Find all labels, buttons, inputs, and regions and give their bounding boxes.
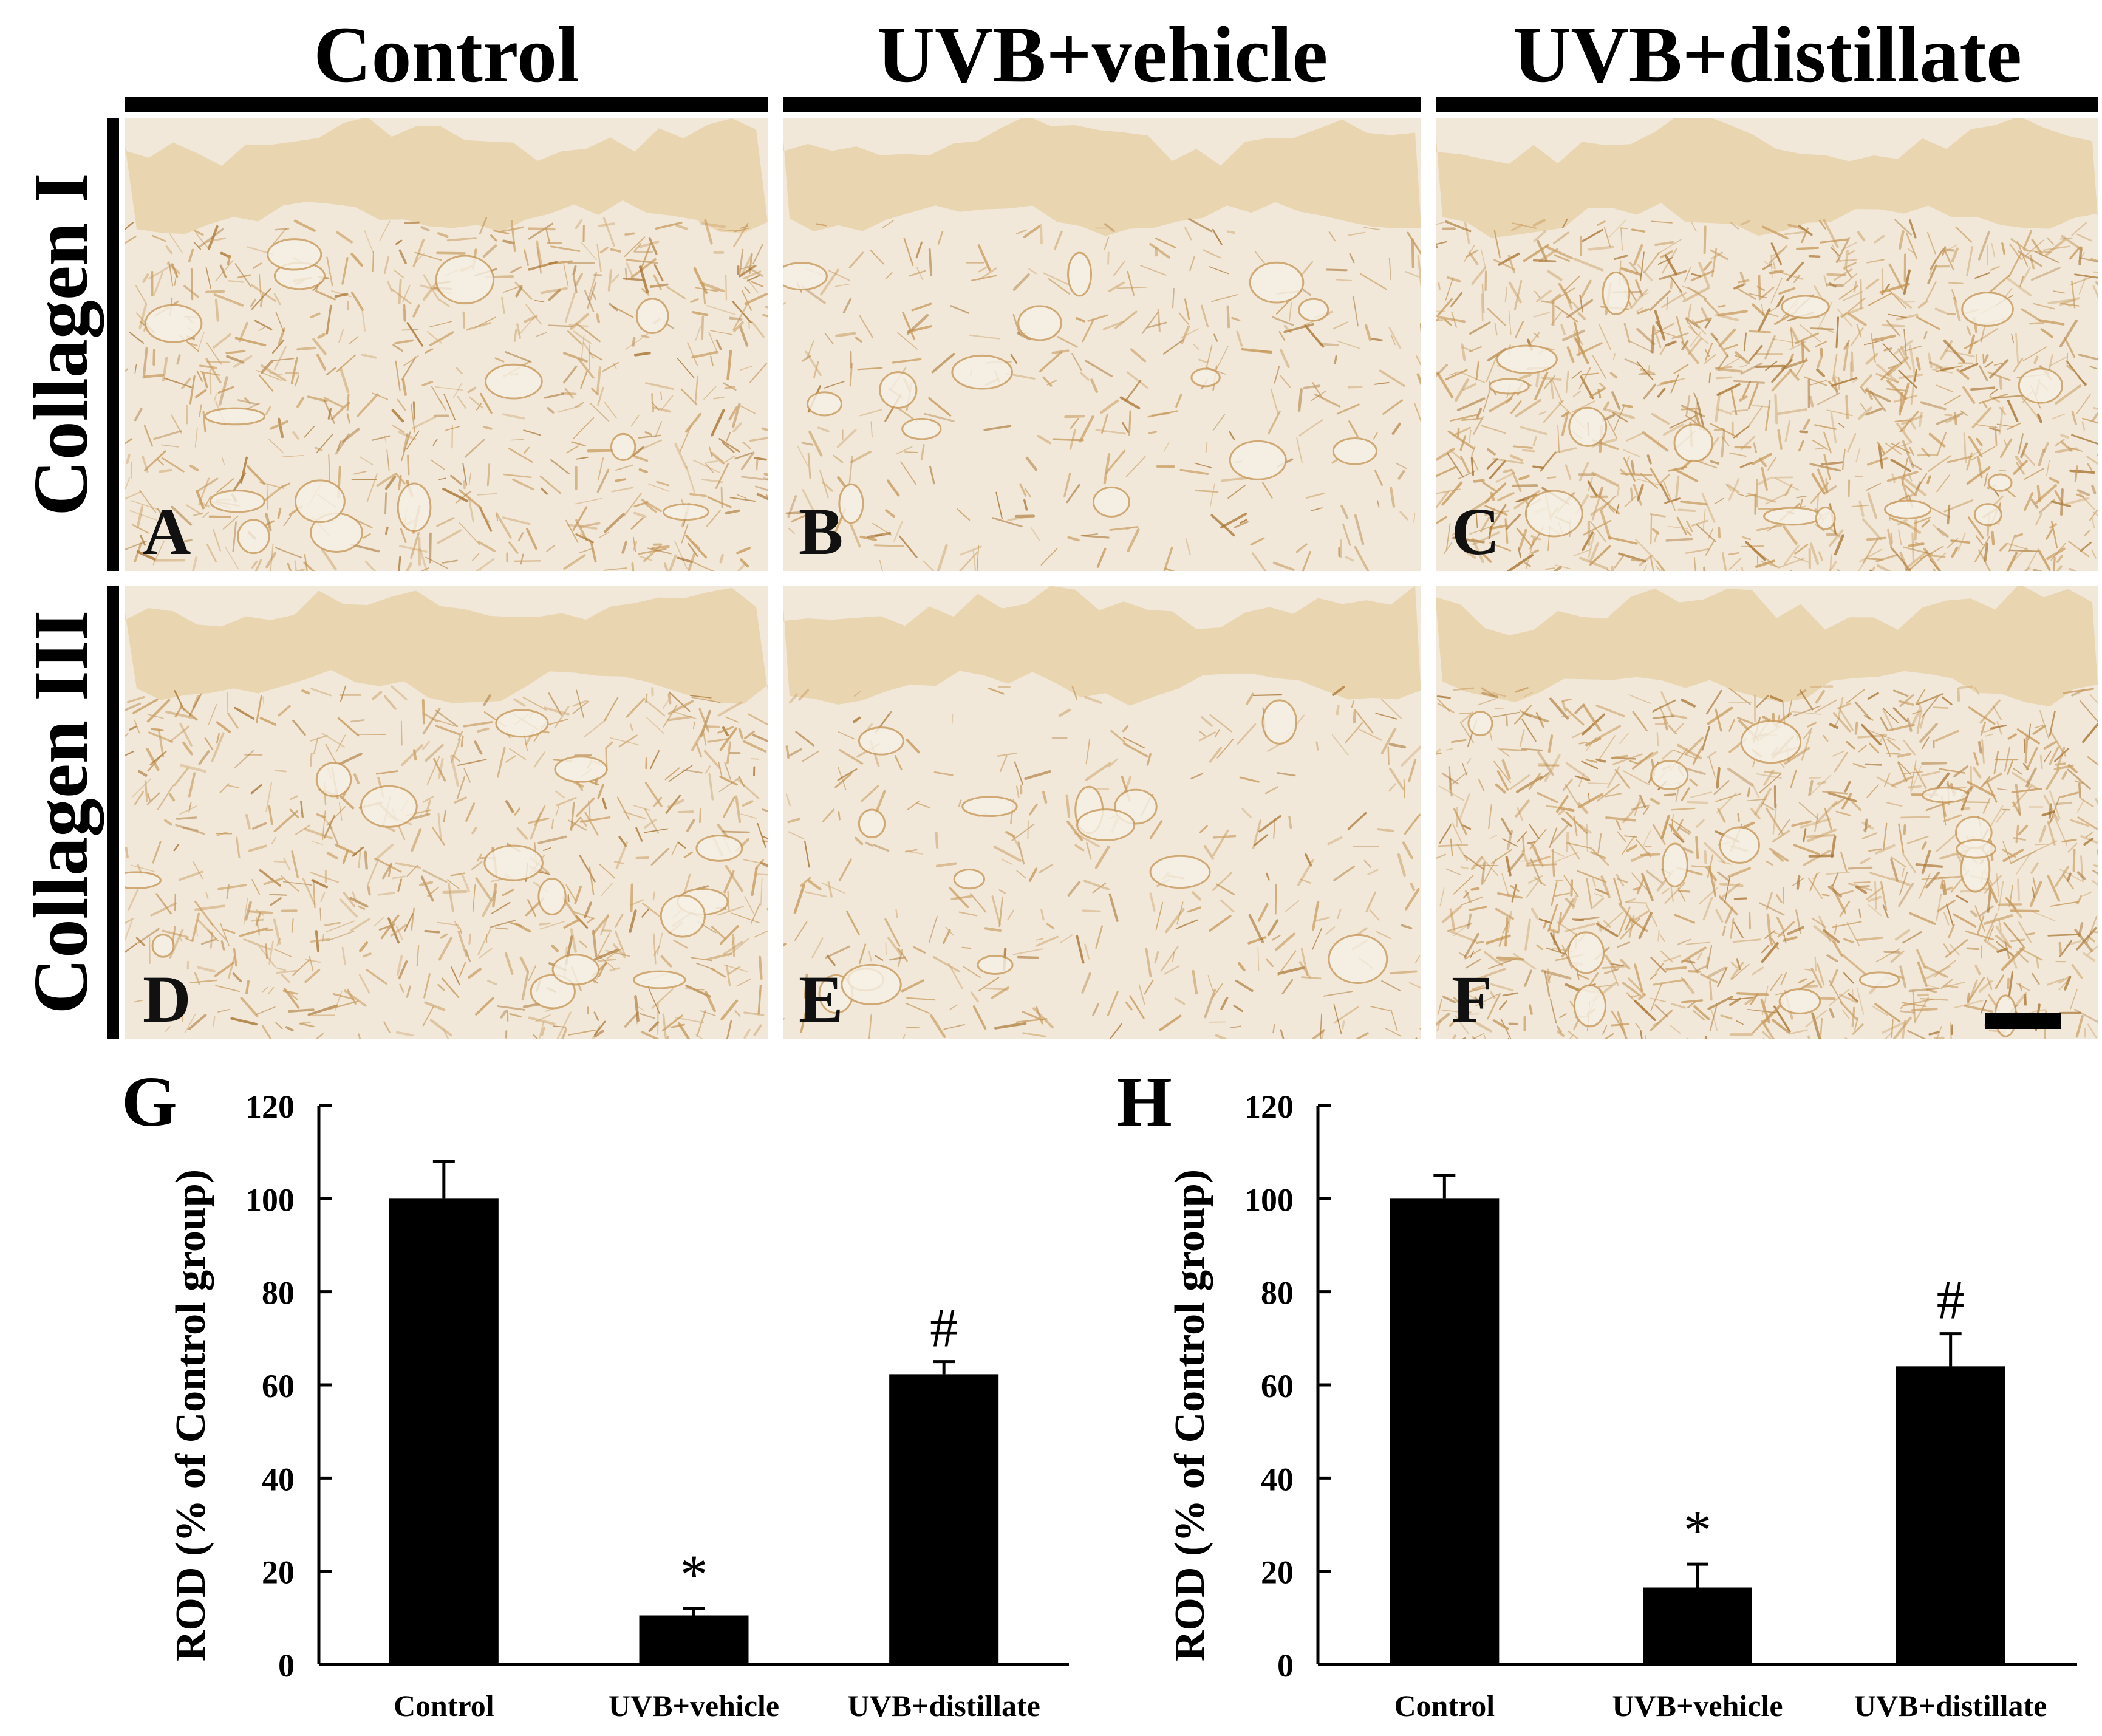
column-divider-control: [125, 97, 768, 112]
panel-letter-a: A: [143, 494, 191, 569]
x-tick-label: Control: [1394, 1689, 1495, 1723]
bar: [1390, 1198, 1500, 1664]
bar: [889, 1374, 999, 1664]
column-title-control: Control: [313, 10, 579, 99]
bar: [1896, 1366, 2005, 1664]
y-tick-label: 100: [245, 1181, 295, 1218]
y-tick-label: 20: [262, 1554, 295, 1591]
histology-panel-d: [125, 586, 768, 1039]
panel-letter-d: D: [143, 962, 191, 1036]
panel-letter-b: B: [799, 494, 844, 569]
histology-panel-f: [1436, 586, 2098, 1039]
y-tick-label: 120: [245, 1088, 295, 1125]
x-tick-label: UVB+distillate: [847, 1689, 1040, 1723]
y-tick-label: 100: [1244, 1181, 1294, 1218]
y-tick-label: 40: [262, 1461, 295, 1497]
y-tick-label: 0: [1277, 1647, 1294, 1684]
bar: [1643, 1587, 1752, 1664]
tissue-texture: [783, 586, 1421, 1039]
x-tick-label: UVB+distillate: [1854, 1689, 2047, 1723]
y-tick-label: 60: [262, 1368, 295, 1404]
panel-letter-e: E: [799, 962, 844, 1036]
column-divider-uvb-distillate: [1436, 97, 2098, 112]
y-tick-label: 120: [1244, 1088, 1294, 1125]
significance-marker: #: [1937, 1269, 1965, 1331]
row-divider-collagen-i: [107, 118, 119, 571]
tissue-texture: [783, 118, 1421, 571]
y-tick-label: 20: [1261, 1554, 1294, 1591]
panel-letter-f: F: [1452, 962, 1493, 1036]
tissue-texture: [1436, 118, 2098, 571]
tissue-texture: [125, 118, 768, 571]
x-tick-label: UVB+vehicle: [609, 1689, 779, 1723]
tissue-texture: [125, 586, 768, 1039]
column-title-uvb-distillate: UVB+distillate: [1513, 10, 2022, 99]
scale-bar: [1985, 1013, 2061, 1029]
significance-marker: *: [680, 1543, 708, 1605]
tissue-texture: [1436, 586, 2098, 1039]
y-tick-label: 60: [1261, 1368, 1294, 1404]
histology-panel-a: [125, 118, 768, 571]
y-tick-label: 40: [1261, 1461, 1294, 1497]
bar: [639, 1615, 749, 1664]
panel-letter-c: C: [1452, 494, 1500, 569]
histology-panel-c: [1436, 118, 2098, 571]
y-tick-label: 80: [262, 1275, 295, 1311]
histology-panel-b: [783, 118, 1421, 571]
x-tick-label: Control: [394, 1689, 494, 1723]
chart-g: 0 20 40 60 80 100 120 Control * UVB+vehicle # UVB+d…: [245, 1088, 1069, 1723]
histology-panel-e: [783, 586, 1421, 1039]
y-tick-label: 80: [1261, 1275, 1294, 1311]
column-title-uvb-vehicle: UVB+vehicle: [876, 10, 1328, 99]
chart-letter-h: H: [1116, 1062, 1172, 1141]
chart-letter-g: G: [121, 1062, 177, 1141]
significance-marker: #: [930, 1297, 958, 1359]
bar: [389, 1198, 499, 1664]
column-divider-uvb-vehicle: [783, 97, 1421, 112]
significance-marker: *: [1684, 1499, 1711, 1561]
row-divider-collagen-iii: [107, 586, 119, 1039]
x-tick-label: UVB+vehicle: [1612, 1689, 1783, 1723]
y-tick-label: 0: [278, 1647, 295, 1684]
